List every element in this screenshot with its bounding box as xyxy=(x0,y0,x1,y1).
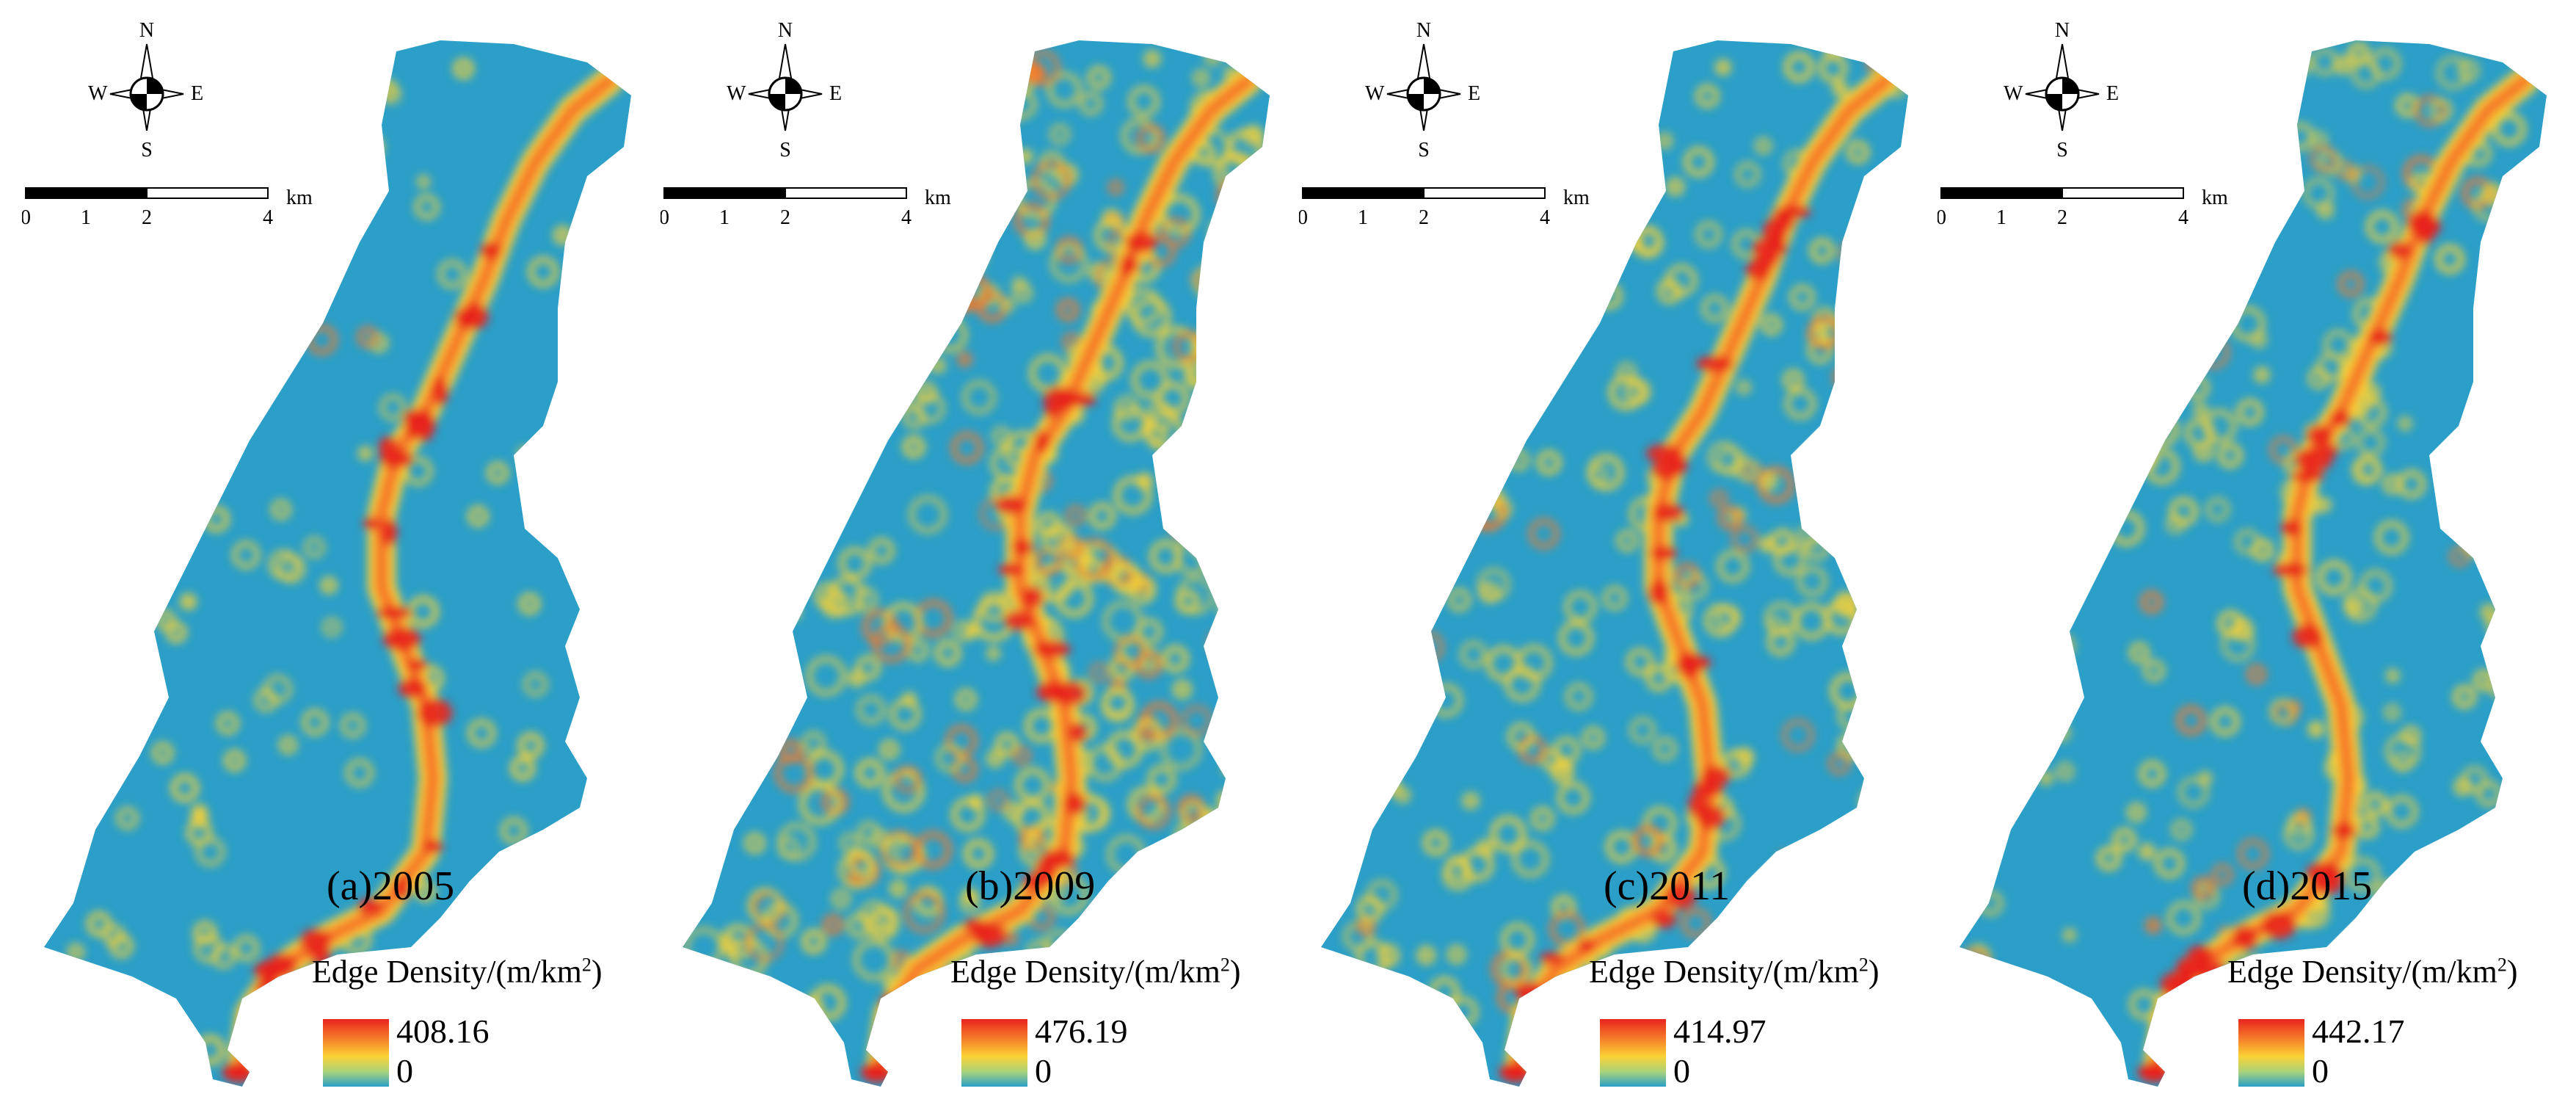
scale-tick-label: 1 xyxy=(1358,206,1368,229)
compass-e: E xyxy=(829,82,842,105)
scale-tick-label: 0 xyxy=(1938,206,1946,229)
legend-max-value: 414.97 xyxy=(1673,1012,1767,1050)
legend-color-ramp xyxy=(961,1019,1027,1087)
edge-density-map xyxy=(683,40,1270,1087)
scale-tick-label: 0 xyxy=(1299,206,1308,229)
scale-tick-label: 2 xyxy=(2057,206,2067,229)
north-arrow-icon: N S W E xyxy=(2004,21,2119,160)
map-panel-d: N S W E 0 1 2 4 km (d)2015 Edge Density/(m/km2)… xyxy=(1915,0,2554,1116)
scale-tick-label: 2 xyxy=(1419,206,1429,229)
legend-title: Edge Density/(m/km2) xyxy=(950,954,1241,990)
legend-title: Edge Density/(m/km2) xyxy=(1589,954,1880,990)
legend-color-ramp xyxy=(2238,1019,2304,1087)
legend-min-value: 0 xyxy=(1035,1052,1052,1090)
scale-tick-label: 0 xyxy=(22,206,31,229)
map-panel-a: N S W E 0 1 2 4 km (a)2005 Edge Density/(m/km2)… xyxy=(0,0,638,1116)
edge-density-map xyxy=(1321,40,1908,1087)
compass-e: E xyxy=(2106,82,2119,105)
scale-tick-label: 1 xyxy=(81,206,91,229)
compass-n: N xyxy=(2055,21,2070,42)
scale-bar: 0 1 2 4 km xyxy=(661,186,951,229)
legend-title: Edge Density/(m/km2) xyxy=(312,954,603,990)
scale-tick-label: 4 xyxy=(1540,206,1550,229)
scale-tick-label: 4 xyxy=(901,206,912,229)
compass-w: W xyxy=(727,82,746,105)
scale-unit: km xyxy=(286,186,313,209)
compass-n: N xyxy=(139,21,154,42)
legend-max-value: 408.16 xyxy=(396,1012,490,1050)
legend-title: Edge Density/(m/km2) xyxy=(2227,954,2518,990)
compass-e: E xyxy=(191,82,203,105)
compass-s: S xyxy=(779,139,791,160)
scale-unit: km xyxy=(925,186,951,209)
panel-title: (b)2009 xyxy=(965,863,1096,909)
panel-title: (c)2011 xyxy=(1604,863,1731,909)
compass-n: N xyxy=(778,21,793,42)
panel-title: (a)2005 xyxy=(327,863,455,909)
compass-w: W xyxy=(2004,82,2023,105)
legend-max-value: 442.17 xyxy=(2312,1012,2405,1050)
compass-w: W xyxy=(88,82,108,105)
north-arrow-icon: N S W E xyxy=(1365,21,1480,160)
edge-density-map xyxy=(1960,40,2547,1087)
scale-tick-label: 1 xyxy=(1996,206,2006,229)
scale-unit: km xyxy=(2202,186,2228,209)
north-arrow-icon: N S W E xyxy=(727,21,842,160)
compass-w: W xyxy=(1365,82,1385,105)
compass-s: S xyxy=(2056,139,2068,160)
scale-unit: km xyxy=(1563,186,1590,209)
legend-min-value: 0 xyxy=(2312,1052,2329,1090)
scale-tick-label: 4 xyxy=(2178,206,2188,229)
legend-min-value: 0 xyxy=(1673,1052,1690,1090)
map-panel-b: N S W E 0 1 2 4 km (b)2009 Edge Density/(m/km2)… xyxy=(638,0,1277,1116)
scale-tick-label: 2 xyxy=(780,206,790,229)
scale-bar: 0 1 2 4 km xyxy=(1299,186,1590,229)
legend-max-value: 476.19 xyxy=(1035,1012,1128,1050)
scale-bar: 0 1 2 4 km xyxy=(22,186,313,229)
compass-n: N xyxy=(1416,21,1431,42)
edge-density-map xyxy=(44,40,631,1087)
map-panel-c: N S W E 0 1 2 4 km (c)2011 Edge Density/(m/km2)… xyxy=(1277,0,1915,1116)
legend-min-value: 0 xyxy=(396,1052,413,1090)
scale-bar: 0 1 2 4 km xyxy=(1938,186,2228,229)
panel-title: (d)2015 xyxy=(2242,863,2373,909)
scale-tick-label: 2 xyxy=(142,206,152,229)
compass-s: S xyxy=(141,139,153,160)
scale-tick-label: 1 xyxy=(719,206,729,229)
compass-s: S xyxy=(1418,139,1430,160)
legend-color-ramp xyxy=(323,1019,389,1087)
legend-color-ramp xyxy=(1600,1019,1666,1087)
compass-e: E xyxy=(1468,82,1480,105)
north-arrow-icon: N S W E xyxy=(88,21,203,160)
scale-tick-label: 0 xyxy=(661,206,669,229)
scale-tick-label: 4 xyxy=(263,206,273,229)
